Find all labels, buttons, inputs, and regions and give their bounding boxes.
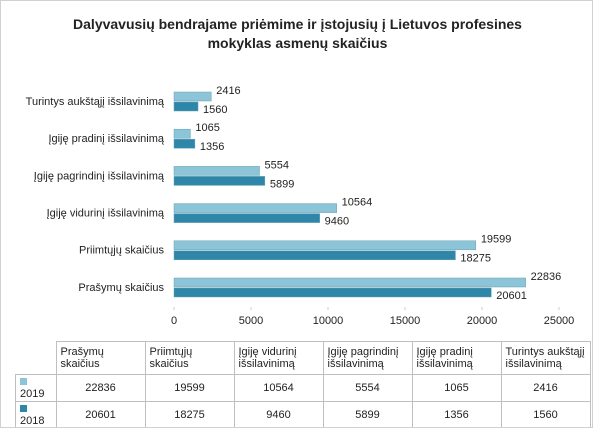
table-cell: 2416 (500, 374, 591, 402)
table-cell: 9460 (233, 401, 324, 427)
data-label: 9460 (325, 216, 349, 228)
x-tick-label: 10000 (313, 315, 344, 327)
data-label: 5899 (270, 178, 294, 190)
legend-cell: 2018 (15, 401, 57, 427)
table-cell: 10564 (233, 374, 324, 402)
table-header: Turintys aukštąjį išsilavinimą (500, 341, 591, 375)
table-cell: 1356 (411, 401, 502, 427)
table-header: Priimtųjų skaičius (144, 341, 235, 375)
x-tick-label: 0 (171, 315, 177, 327)
y-tick-label: Įgiję pradinį išsilavinimą (48, 133, 164, 145)
y-tick-label: Priimtųjų skaičius (79, 245, 164, 257)
bar (173, 128, 191, 139)
table-header: Įgiję pradinį išsilavinimą (411, 341, 502, 375)
y-tick-label: Turintys aukštąjį išsilavinimą (26, 96, 165, 108)
chart-title: Dalyvavusių bendrajame priėmime ir įstoj… (73, 16, 522, 51)
table-header: Prašymų skaičius (55, 341, 146, 375)
table-cell: 5554 (322, 374, 413, 402)
data-table: Prašymų skaičius Priimtųjų skaičius Įgiję … (15, 341, 591, 427)
data-label: 2416 (216, 85, 240, 97)
data-label: 1065 (195, 122, 219, 134)
table-cell: 22836 (55, 374, 146, 402)
table-row: 2019 22836 19599 10564 5554 1065 2416 (15, 374, 591, 402)
legend-label: 2019 (20, 388, 45, 400)
data-label: 1356 (200, 141, 224, 153)
table-corner (15, 341, 57, 375)
data-label: 1560 (203, 104, 227, 116)
bar (173, 250, 456, 261)
bar (173, 91, 212, 102)
x-tick-label: 15000 (390, 315, 421, 327)
data-label: 18275 (460, 253, 491, 265)
table-cell: 20601 (55, 401, 146, 427)
table-cell: 1560 (500, 401, 591, 427)
legend-swatch (20, 378, 27, 385)
data-label: 22836 (531, 271, 562, 283)
table-header-row: Prašymų skaičius Priimtųjų skaičius Įgiję … (15, 341, 591, 375)
table-header: Įgiję pagrindinį išsilavinimą (322, 341, 413, 375)
bar (173, 166, 260, 176)
table-cell: 1065 (411, 374, 502, 402)
y-tick-label: Prašymų skaičius (78, 282, 164, 294)
y-tick-label: Įgiję pagrindinį išsilavinimą (34, 170, 165, 182)
table-header: Įgiję vidurinį išsilavinimą (233, 341, 324, 375)
table-row: 2018 20601 18275 9460 5899 1356 1560 (15, 401, 591, 427)
y-tick-label: Įgiję vidurinį išsilavinimą (47, 208, 165, 220)
legend-swatch (20, 405, 27, 412)
data-label: 19599 (481, 234, 512, 246)
bar (173, 101, 199, 112)
x-tick-label: 25000 (544, 315, 575, 327)
data-label: 20601 (496, 290, 527, 302)
data-label: 5554 (265, 159, 289, 171)
x-tick-label: 5000 (239, 315, 263, 327)
table-cell: 19599 (144, 374, 235, 402)
legend-label: 2018 (20, 415, 45, 427)
table-cell: 18275 (144, 401, 235, 427)
data-label: 10564 (342, 197, 373, 209)
bar (173, 240, 477, 251)
bar (173, 213, 320, 223)
table-cell: 5899 (322, 401, 413, 427)
bar (173, 138, 196, 149)
x-tick-label: 20000 (467, 315, 498, 327)
bar (173, 277, 526, 288)
bar (173, 176, 266, 186)
bar (173, 203, 337, 213)
bar (173, 287, 492, 298)
legend-cell: 2019 (15, 374, 57, 402)
